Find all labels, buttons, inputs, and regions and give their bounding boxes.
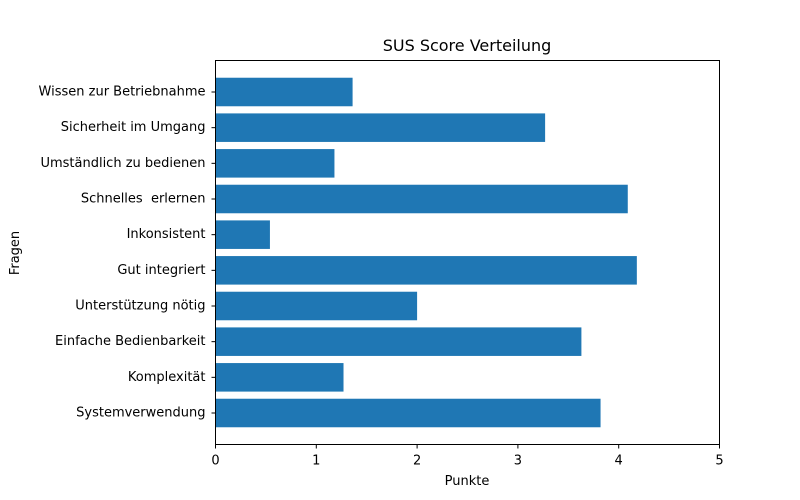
x-tick-label: 2 [413,454,421,469]
bar [215,256,637,285]
bar [215,398,601,428]
x-tick-label: 4 [615,454,623,469]
bar [215,77,353,107]
y-axis-categories: Systemverwendung Komplexität Einfache Bedi… [39,85,216,421]
category-label: Unterstützung nötig [75,299,205,314]
bar [215,149,335,178]
bar [215,291,418,321]
bar [215,184,628,214]
category-label: Wissen zur Betriebnahme [39,85,206,100]
category-label: Umständlich zu bedienen [40,156,205,171]
category-label: Komplexität [128,370,206,385]
category-label: Einfache Bedienbarkeit [55,334,205,349]
category-label: Systemverwendung [76,406,205,421]
category-label: Sicherheit im Umgang [61,120,206,135]
category-label: Gut integriert [117,263,205,278]
bar [215,113,546,142]
x-tick-label: 0 [211,454,219,469]
y-axis-label: Fragen [8,231,23,275]
chart-title: SUS Score Verteilung [383,36,552,55]
x-tick-label: 3 [514,454,522,469]
x-tick-label: 1 [312,454,320,469]
plot-frame [215,60,720,445]
category-label: Schnelles erlernen [81,192,206,207]
bars-group [215,77,637,428]
category-label: Inkonsistent [127,227,206,242]
x-tick-label: 5 [715,454,723,469]
bar [215,220,270,249]
bar [215,327,582,356]
x-axis-ticks: 0 1 2 3 4 5 [211,444,724,469]
x-axis-label: Punkte [445,474,490,489]
bar [215,363,344,392]
